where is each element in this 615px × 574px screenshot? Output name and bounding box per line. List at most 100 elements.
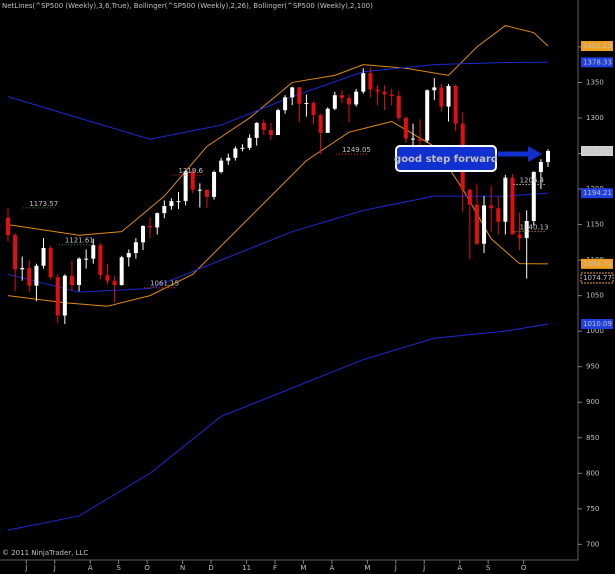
- x-tick-label: O: [521, 564, 527, 572]
- candle-body: [48, 248, 53, 278]
- band-line: [7, 25, 549, 236]
- y-tick-label: 1050: [586, 292, 604, 300]
- net-label: 1061.15: [150, 280, 179, 288]
- candle-body: [339, 95, 344, 99]
- candle-body: [325, 108, 330, 133]
- x-tick-label: S: [116, 564, 121, 572]
- candle-body: [247, 137, 252, 148]
- candle-body: [219, 160, 224, 172]
- y-tick-label: 750: [586, 505, 599, 513]
- price-label-box: [580, 272, 614, 284]
- annotation-text: good step forward: [394, 154, 498, 165]
- candle-body: [91, 245, 96, 259]
- net-label: 1173.57: [29, 200, 58, 208]
- candle-body: [297, 87, 302, 104]
- band-line: [7, 120, 549, 307]
- footer: © 2011 NinjaTrader, LLC: [2, 549, 88, 557]
- candle-body: [6, 217, 10, 236]
- candle-body: [176, 201, 181, 203]
- x-tick-label: M: [300, 564, 306, 572]
- candle-body: [183, 171, 188, 202]
- candle-body: [155, 213, 160, 228]
- x-tick-label: J: [394, 564, 397, 572]
- candle-body: [467, 189, 472, 205]
- x-tick-label: A: [457, 564, 462, 572]
- x-tick-label: F: [273, 564, 277, 572]
- candle-body: [133, 242, 138, 253]
- candle-body: [290, 87, 295, 98]
- candle-body: [361, 73, 366, 92]
- x-tick-label: 11: [242, 564, 251, 572]
- candle-body: [204, 189, 209, 197]
- candle-body: [13, 235, 18, 270]
- y-tick-label: 1000: [586, 327, 604, 335]
- annotation-box: [395, 145, 497, 172]
- candle-body: [190, 171, 195, 190]
- candle-body: [453, 85, 458, 124]
- candle-body: [105, 275, 110, 281]
- candle-body: [77, 258, 82, 285]
- candle-body: [517, 234, 522, 239]
- price-label: 1094.71: [583, 260, 612, 268]
- candle-body: [55, 277, 60, 316]
- candle-body: [148, 225, 153, 228]
- x-tick-label: J: [24, 564, 27, 572]
- candle-body: [538, 162, 543, 172]
- candle-body: [347, 98, 352, 105]
- candle-body: [439, 87, 444, 107]
- candle-body: [233, 148, 238, 158]
- candle-body: [546, 151, 550, 163]
- y-tick-label: 700: [586, 540, 599, 548]
- price-label-box: [581, 188, 613, 199]
- candle-body: [34, 265, 39, 286]
- candle-body: [389, 94, 394, 96]
- y-tick-label: 1350: [586, 78, 604, 86]
- candle-body: [212, 171, 217, 197]
- candle-body: [268, 130, 273, 136]
- candle-body: [126, 252, 131, 258]
- candle-body: [510, 177, 515, 235]
- y-tick-label: 1300: [586, 114, 604, 122]
- candle-body: [382, 91, 387, 95]
- y-tick-label: 800: [586, 469, 599, 477]
- candle-body: [98, 245, 103, 276]
- candle-body: [119, 257, 124, 285]
- x-tick-label: O: [144, 564, 150, 572]
- price-label: 1194.21: [583, 189, 612, 197]
- candle-body: [276, 110, 280, 136]
- x-tick-label: A: [88, 564, 93, 572]
- x-tick-label: M: [364, 564, 370, 572]
- candle-body: [62, 275, 67, 316]
- net-label: 1219.6: [179, 167, 204, 175]
- price-label-box: [581, 258, 613, 269]
- annotation-arrowhead: [528, 146, 542, 162]
- candle-body: [531, 171, 536, 222]
- candle-body: [41, 248, 46, 266]
- candle-body: [524, 221, 529, 239]
- price-label: 1253.52: [583, 147, 612, 155]
- candle-body: [418, 138, 423, 141]
- x-tick-label: J: [53, 564, 56, 572]
- net-label: 1249.05: [342, 146, 371, 154]
- candle-body: [396, 95, 401, 118]
- candle-body: [261, 122, 266, 131]
- candle-body: [425, 90, 430, 141]
- x-tick-label: J: [422, 564, 425, 572]
- net-label: 1121.61: [65, 237, 94, 245]
- candle-body: [226, 157, 231, 161]
- candle-body: [162, 206, 167, 214]
- candle-body: [169, 201, 174, 207]
- candle-body: [304, 103, 309, 105]
- candle-body: [311, 103, 316, 116]
- candle-body: [368, 73, 373, 90]
- y-tick-label: 1150: [586, 221, 604, 229]
- candle-body: [84, 258, 89, 260]
- candle-body: [197, 189, 202, 191]
- x-tick-label: N: [180, 564, 185, 572]
- net-label: 1206.4: [520, 176, 545, 184]
- x-tick-label: D: [208, 564, 213, 572]
- candle-body: [489, 205, 494, 209]
- candle-body: [403, 117, 408, 139]
- band-line: [7, 192, 549, 293]
